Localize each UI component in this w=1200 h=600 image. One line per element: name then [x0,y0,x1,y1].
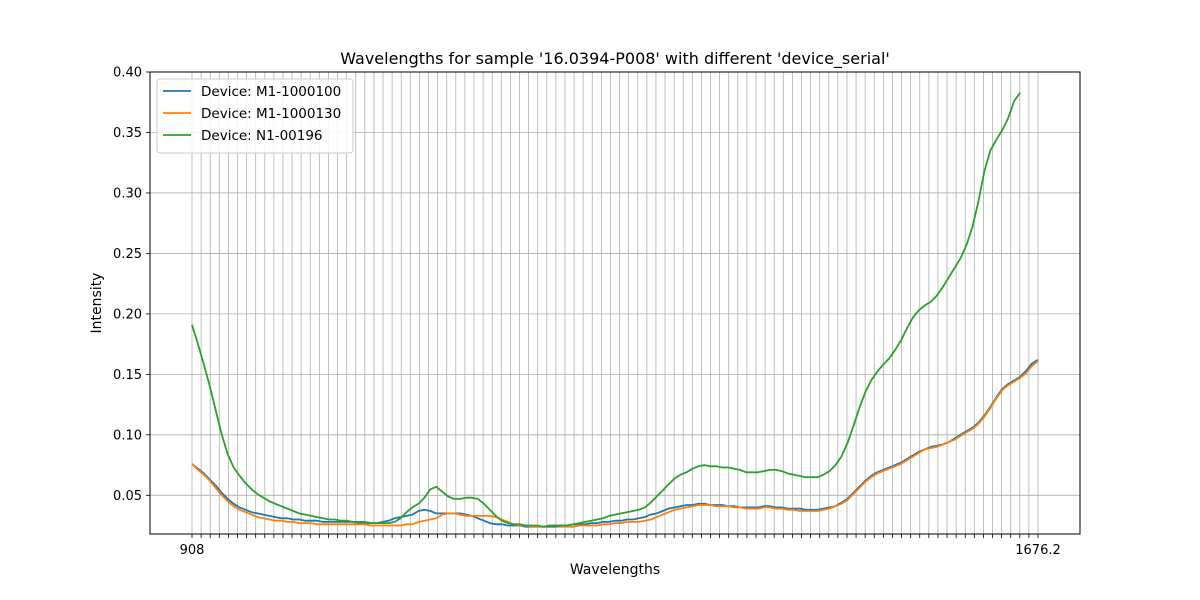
legend-label-2: Device: M1-1000130 [201,106,341,122]
x-tick-label-first: 908 [180,543,205,558]
chart-title: Wavelengths for sample '16.0394-P008' wi… [340,49,890,69]
series-lines [191,92,1039,528]
y-tick-label: 0.20 [113,307,142,322]
x-axis-label: Wavelengths [570,562,660,578]
series-line-2 [191,360,1039,528]
y-tick-label: 0.30 [113,186,142,201]
y-tick-label: 0.10 [113,428,142,443]
y-tick-label: 0.15 [113,368,142,383]
series-line-1 [191,359,1039,528]
x-axis-ticks: 908 1676.2 [180,534,1061,558]
y-tick-label: 0.25 [113,247,142,262]
y-tick-label: 0.40 [113,66,142,81]
legend-label-3: Device: N1-00196 [201,128,323,144]
y-tick-label: 0.05 [113,489,142,504]
legend: Device: M1-1000100 Device: M1-1000130 Devi… [156,78,354,154]
y-tick-label: 0.35 [113,126,142,141]
x-tick-label-last: 1676.2 [1015,543,1061,558]
legend-box [156,78,354,154]
plot-frame [149,71,1081,535]
y-axis-ticks: 0.05 0.10 0.15 0.20 0.25 0.30 0.35 0.40 [113,66,150,504]
y-axis-label: Intensity [89,273,105,334]
series-line-3 [191,92,1021,528]
legend-label-1: Device: M1-1000100 [201,84,341,100]
